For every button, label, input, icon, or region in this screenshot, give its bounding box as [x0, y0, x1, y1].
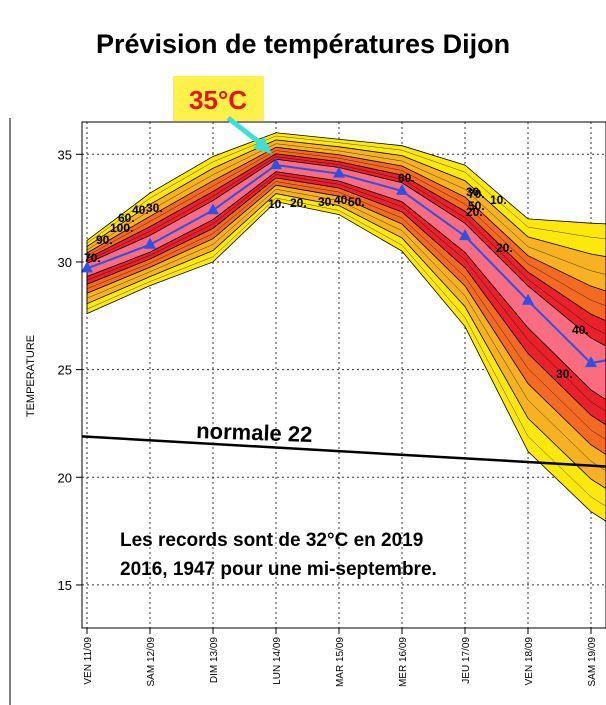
- x-tick-label-5: MER 16/09: [398, 637, 409, 687]
- contour-label-8: 30.: [318, 195, 335, 209]
- normal-label: normale 22: [196, 418, 313, 447]
- x-tick-label-1: SAM 12/09: [146, 637, 157, 687]
- contour-label-4: 40.: [132, 203, 149, 217]
- x-tick-label-7: VEN 18/09: [524, 637, 535, 686]
- contour-label-12: 70.: [468, 187, 485, 201]
- forecast-point-1: [144, 237, 156, 249]
- contour-label-1: 90.: [96, 233, 113, 247]
- forecast-point-2: [207, 203, 219, 215]
- contour-line-3: [86, 156, 606, 412]
- x-tick-label-4: MAR 15/09: [335, 637, 346, 687]
- forecast-series: [81, 158, 606, 368]
- contour-label-6: 10.: [268, 197, 285, 211]
- forecast-point-8: [585, 356, 597, 368]
- y-tick-label-4: 35: [58, 147, 72, 162]
- callout-box: [173, 76, 264, 121]
- axis-ticks: 15 20 25 30 35 VEN 11/09 SAM 12/09 DIM 13/09 LUN…: [58, 147, 598, 687]
- callout-label: 35°C: [189, 85, 247, 115]
- x-tick-label-0: VEN 11/09: [83, 637, 94, 685]
- contour-label-14: 30.: [466, 185, 483, 199]
- forecast-point-0: [81, 261, 93, 273]
- forecast-line: [86, 164, 606, 365]
- forecast-point-4: [333, 166, 345, 178]
- contour-labels: 70.90.100.60.40.30. 10. 20. 30. 40.50.60.70.…: [84, 171, 589, 381]
- forecast-point-3: [270, 158, 282, 170]
- normal-line: [81, 435, 606, 468]
- y-tick-label-3: 30: [58, 255, 72, 270]
- y-tick-label-1: 20: [58, 470, 72, 485]
- records-note-line2: 2016, 1947 pour une mi-septembre.: [120, 559, 437, 580]
- contour-label-5: 30.: [146, 201, 163, 215]
- plot-frame: [81, 121, 606, 629]
- contour-label-13: 50.: [468, 199, 485, 213]
- band-red: [86, 153, 606, 426]
- contour-label-15: 10.: [490, 193, 507, 207]
- chart-title: Prévision de températures Dijon: [96, 29, 510, 59]
- temperature-envelope: [86, 132, 606, 522]
- forecast-point-5: [396, 183, 408, 195]
- x-tick-label-6: JEU 17/09: [461, 637, 472, 684]
- contour-label-16: 20.: [496, 241, 513, 255]
- x-tick-label-8: SAM 19/09: [587, 637, 598, 687]
- contour-label-19: 20.: [466, 205, 483, 219]
- contour-line-2: [86, 150, 606, 441]
- forecast-point-6: [459, 229, 471, 241]
- contour-label-3: 60.: [118, 211, 135, 225]
- contour-label-9: 40.: [334, 193, 351, 207]
- records-note-line1: Les records sont de 32°C en 2019: [120, 530, 423, 551]
- callout-arrow-head: [253, 137, 272, 154]
- contour-label-10: 50.: [348, 195, 365, 209]
- callout-arrow-shaft: [226, 116, 266, 148]
- x-tick-label-3: LUN 14/09: [272, 637, 283, 685]
- y-tick-label-2: 25: [58, 363, 72, 378]
- contour-label-0: 70.: [84, 251, 101, 265]
- x-tick-label-2: DIM 13/09: [209, 637, 220, 684]
- contour-label-18: 30.: [556, 367, 573, 381]
- band-inner: [86, 158, 606, 401]
- forecast-point-7: [522, 293, 534, 305]
- y-tick-label-0: 15: [58, 578, 72, 593]
- contour-line-1: [86, 143, 606, 472]
- contour-label-7: 20.: [290, 196, 307, 210]
- grid-lines: [82, 122, 606, 628]
- contour-line-0: [86, 135, 606, 507]
- contour-label-17: 40.: [572, 323, 589, 337]
- y-axis-label: TEMPERATURE: [25, 335, 37, 417]
- contour-label-2: 100.: [110, 221, 133, 235]
- contour-label-11: 60.: [398, 171, 415, 185]
